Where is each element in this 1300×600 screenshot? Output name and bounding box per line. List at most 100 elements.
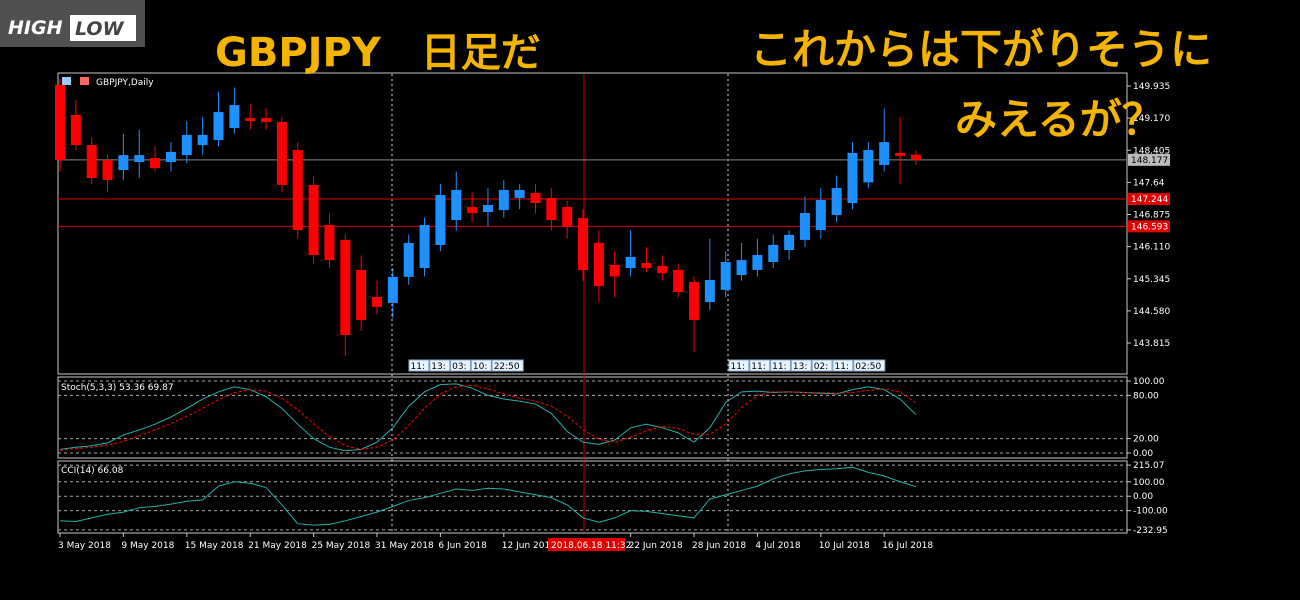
candle-body	[467, 206, 478, 214]
candle-body	[625, 256, 636, 269]
x-tick-label: 6 Jun 2018	[438, 541, 487, 551]
y-tick-label: 146.110	[1133, 243, 1170, 253]
candle-body	[689, 281, 699, 320]
time-tag-box	[853, 359, 886, 372]
candle-body	[657, 265, 668, 274]
candle-body	[482, 205, 493, 212]
candle-body	[895, 152, 906, 156]
x-tick-label: 9 May 2018	[121, 541, 174, 551]
y-tick-label: 143.815	[1133, 339, 1170, 349]
candle-body	[102, 160, 113, 180]
candle-body	[530, 192, 541, 203]
time-tag-box	[832, 359, 854, 372]
y-tick-label: 20.00	[1133, 435, 1159, 445]
x-tick-label: 10 Jul 2018	[819, 541, 870, 551]
crosshair-time-box	[548, 538, 625, 551]
time-tag: 11:	[411, 362, 425, 372]
y-tick-label: 149.935	[1133, 82, 1170, 92]
time-tag-box	[429, 359, 451, 372]
candle-body	[70, 114, 81, 146]
candle-body	[356, 269, 367, 320]
window-icon	[80, 77, 89, 85]
time-tag: 03:	[452, 362, 466, 372]
crosshair-time: 2018.06.18 11:32	[551, 541, 631, 551]
overlay-title: GBPJPY 日足だ	[215, 30, 541, 76]
time-tag-box	[749, 359, 771, 372]
candle-body	[879, 142, 890, 165]
time-tag: 02:	[814, 362, 828, 372]
indicator-line	[59, 384, 917, 451]
y-tick-label: 145.345	[1133, 275, 1170, 285]
candle-body	[863, 150, 874, 183]
candle-body	[752, 255, 763, 270]
time-tag: 13:	[431, 362, 445, 372]
candle-body	[324, 225, 335, 261]
candle-body	[847, 152, 858, 203]
y-tick-label: -232.95	[1133, 526, 1168, 536]
time-tag: 02:50	[855, 362, 881, 372]
candle-body	[578, 218, 589, 270]
level-label-box	[1128, 193, 1170, 206]
candle-body	[261, 118, 272, 122]
indicator-line	[59, 466, 917, 526]
main-panel	[57, 72, 1128, 375]
y-tick-label: 146.875	[1133, 211, 1170, 221]
y-tick-label: 0.00	[1133, 449, 1153, 459]
time-tag: 11:	[731, 362, 745, 372]
candle-body	[181, 134, 192, 156]
current-price-label: 148.177	[1131, 156, 1168, 166]
y-tick-label: 144.580	[1133, 307, 1170, 317]
y-tick-label: 80.00	[1133, 391, 1159, 401]
time-tag: 11:	[835, 362, 849, 372]
level-label: 146.593	[1131, 222, 1168, 232]
x-tick-label: 21 May 2018	[248, 541, 307, 551]
candle-body	[815, 200, 826, 231]
x-tick-label: 28 Jun 2018	[692, 541, 746, 551]
logo-low-box	[70, 15, 136, 41]
overlay-comment: これからは下がりそうに	[750, 25, 1212, 74]
cci-label: CCI(14) 66.08	[61, 466, 124, 476]
y-tick-label: 148.405	[1133, 146, 1170, 156]
candle-body	[593, 242, 604, 287]
candle-body	[245, 118, 256, 122]
x-tick-label: 4 Jul 2018	[755, 541, 800, 551]
candle-body	[118, 155, 129, 171]
indicator-line	[59, 383, 917, 452]
candle-body	[134, 155, 145, 163]
candle-body	[276, 121, 287, 185]
separators	[391, 74, 729, 532]
x-tick-label: 22 Jun 2018	[629, 541, 683, 551]
x-tick-label: 16 Jul 2018	[882, 541, 933, 551]
time-tag: 11:	[772, 362, 786, 372]
x-tick-label: 3 May 2018	[58, 541, 111, 551]
candle-body	[340, 239, 351, 336]
time-tag-box	[811, 359, 833, 372]
chart-layer: 149.935 149.170 148.405 147.64 146.875 146.11…	[55, 79, 1170, 551]
time-tag-box	[450, 359, 471, 372]
candle-body	[387, 276, 398, 303]
time-tag-box	[408, 359, 430, 372]
candle-body	[229, 105, 240, 129]
candle-body	[419, 225, 430, 269]
time-tag: 13:	[793, 362, 807, 372]
candle-body	[831, 188, 842, 215]
stoch-panel	[57, 376, 1128, 459]
candle-body	[720, 261, 731, 290]
stoch-label: Stoch(5,3,3) 53.36 69.87	[61, 383, 174, 393]
candle-body	[799, 213, 810, 240]
candle-body	[641, 263, 652, 269]
candle-body	[308, 184, 319, 256]
y-tick-label: 100.00	[1133, 377, 1165, 387]
candle-body	[213, 112, 224, 140]
time-tag-box	[728, 359, 750, 372]
time-tag-box	[770, 359, 791, 372]
y-tick-label: 0.00	[1133, 492, 1153, 502]
candle-body	[704, 280, 715, 303]
y-tick-label: 149.170	[1133, 114, 1170, 124]
current-price-box	[1128, 153, 1170, 166]
cci-panel	[57, 460, 1128, 534]
time-tag-box	[470, 359, 492, 372]
candle-body	[498, 189, 509, 211]
